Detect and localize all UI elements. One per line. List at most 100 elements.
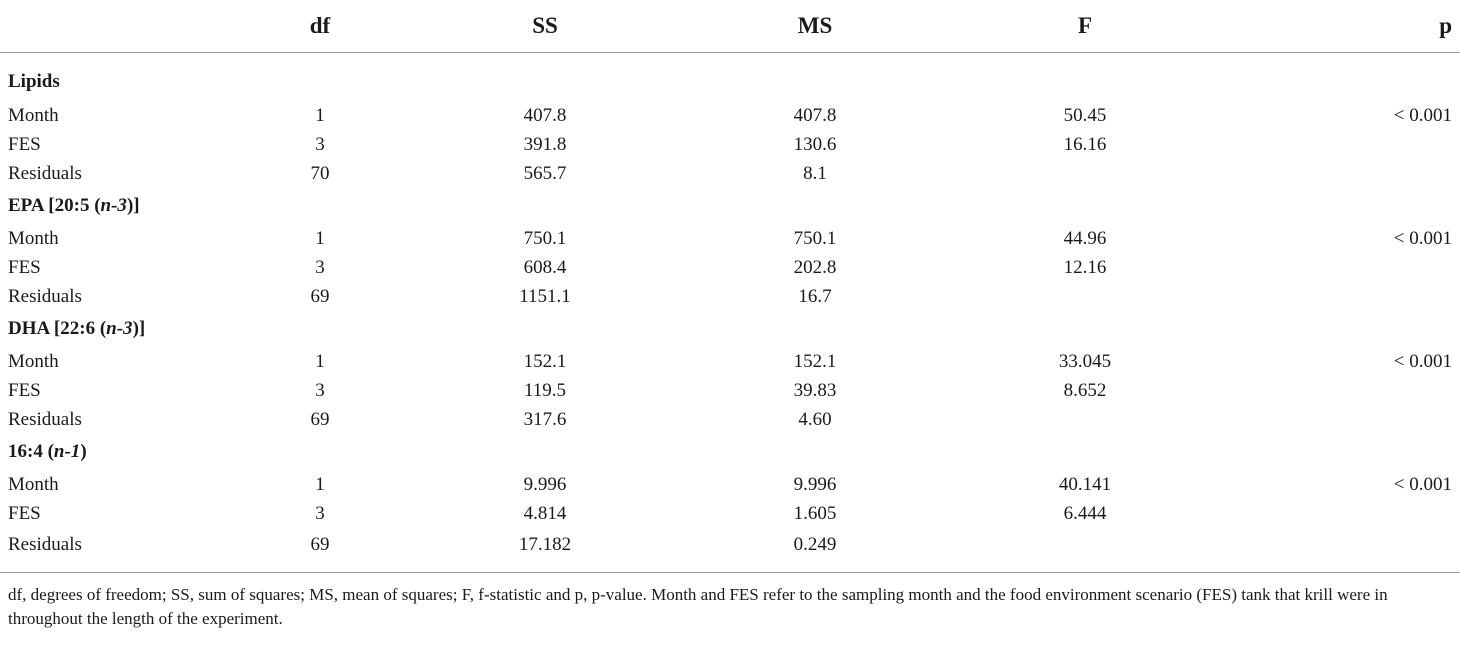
- cell-df: 1: [315, 227, 325, 249]
- cell-ms: 1.605: [793, 502, 837, 524]
- cell-ms: 130.6: [793, 133, 837, 155]
- table-row: Month 1 407.8 407.8 50.45 < 0.001: [0, 101, 1460, 130]
- cell-p: [1220, 282, 1460, 311]
- table-row: FES 3 4.814 1.605 6.444: [0, 499, 1460, 528]
- group-title-part: DHA [22:6 (: [8, 318, 107, 339]
- group-title-part: 16:4 (: [8, 441, 54, 462]
- cell-ms: 16.7: [798, 285, 832, 307]
- group-title: EPA [20:5 (n-3)]: [0, 188, 1460, 224]
- table-row: Month 1 152.1 152.1 33.045 < 0.001: [0, 347, 1460, 376]
- table-footnote: df, degrees of freedom; SS, sum of squar…: [8, 585, 1388, 628]
- cell-f: 8.652: [1063, 379, 1107, 401]
- cell-p: [1220, 130, 1460, 159]
- cell-p: [1220, 405, 1460, 434]
- header-blank: [0, 0, 230, 53]
- cell-f: 33.045: [1058, 350, 1112, 372]
- cell-p: [1220, 528, 1460, 573]
- cell-f: [950, 528, 1220, 573]
- cell-ss: 17.182: [410, 528, 680, 573]
- group-title-part: n-3: [100, 195, 127, 216]
- cell-ss: 608.4: [523, 256, 567, 278]
- cell-ss: 565.7: [523, 162, 567, 184]
- table-row: Month 1 750.1 750.1 44.96 < 0.001: [0, 224, 1460, 253]
- cell-ms: 0.249: [680, 528, 950, 573]
- cell-df: 3: [315, 133, 325, 155]
- cell-df: 70: [310, 162, 330, 184]
- cell-df: 3: [315, 502, 325, 524]
- cell-f: 50.45: [1063, 104, 1107, 126]
- group-title-part: ): [80, 441, 87, 462]
- row-label: Residuals: [0, 528, 230, 573]
- group-header-row: DHA [22:6 (n-3)]: [0, 311, 1460, 347]
- cell-ms: 9.996: [793, 473, 837, 495]
- cell-p: [1220, 376, 1460, 405]
- cell-p: < 0.001: [1393, 350, 1452, 372]
- cell-p: [1220, 499, 1460, 528]
- group-title-part: n-3: [106, 318, 133, 339]
- cell-df: 1: [315, 473, 325, 495]
- table-row: Month 1 9.996 9.996 40.141 < 0.001: [0, 470, 1460, 499]
- row-label: Residuals: [8, 285, 82, 307]
- cell-p: < 0.001: [1393, 104, 1452, 126]
- group-header-row: 16:4 (n-1): [0, 434, 1460, 470]
- cell-f: 44.96: [1063, 227, 1107, 249]
- cell-f: 16.16: [1063, 133, 1107, 155]
- cell-f: [950, 405, 1220, 434]
- cell-ss: 407.8: [523, 104, 567, 126]
- cell-f: 6.444: [1063, 502, 1107, 524]
- row-label: FES: [8, 379, 41, 401]
- cell-ss: 119.5: [523, 379, 567, 401]
- row-label: Residuals: [8, 162, 82, 184]
- cell-p: [1220, 253, 1460, 282]
- cell-ss: 317.6: [523, 408, 567, 430]
- cell-ss: 391.8: [523, 133, 567, 155]
- table-row: Residuals 70 565.7 8.1: [0, 159, 1460, 188]
- row-label: Month: [8, 350, 59, 372]
- row-label: Month: [8, 227, 59, 249]
- table-row: Residuals 69 1151.1 16.7: [0, 282, 1460, 311]
- table-header: df SS MS F p: [0, 0, 1460, 53]
- row-label: FES: [8, 133, 41, 155]
- table-row: Residuals 69 317.6 4.60: [0, 405, 1460, 434]
- cell-p: < 0.001: [1393, 473, 1452, 495]
- group-title-part: Lipids: [8, 71, 60, 92]
- group-header-row: EPA [20:5 (n-3)]: [0, 188, 1460, 224]
- cell-df: 1: [315, 104, 325, 126]
- table-body: Lipids Month 1 407.8 407.8 50.45 < 0.001 FES 3 39…: [0, 53, 1460, 573]
- group-title-part: EPA [20:5 (: [8, 195, 101, 216]
- cell-f: 12.16: [1063, 256, 1107, 278]
- group-title: 16:4 (n-1): [0, 434, 1460, 470]
- anova-table-container: df SS MS F p Lipids Month 1 407.8 407.8 50.45…: [0, 0, 1460, 628]
- table-row: Residuals 69 17.182 0.249: [0, 528, 1460, 573]
- cell-df: 3: [315, 256, 325, 278]
- cell-ms: 39.83: [793, 379, 837, 401]
- cell-df: 1: [315, 350, 325, 372]
- cell-ss: 9.996: [523, 473, 567, 495]
- group-header-row: Lipids: [0, 53, 1460, 102]
- cell-ms: 407.8: [793, 104, 837, 126]
- cell-ms: 4.60: [798, 408, 832, 430]
- row-label: FES: [8, 502, 41, 524]
- cell-f: 40.141: [1058, 473, 1112, 495]
- cell-df: 3: [315, 379, 325, 401]
- group-title: Lipids: [0, 53, 1460, 102]
- cell-df: 69: [310, 285, 330, 307]
- row-label: Month: [8, 473, 59, 495]
- header-df: df: [230, 0, 410, 53]
- header-ss: SS: [410, 0, 680, 53]
- header-p: p: [1220, 0, 1460, 53]
- row-label: Month: [8, 104, 59, 126]
- anova-table: df SS MS F p Lipids Month 1 407.8 407.8 50.45…: [0, 0, 1460, 573]
- cell-f: [950, 282, 1220, 311]
- header-row: df SS MS F p: [0, 0, 1460, 53]
- table-row: FES 3 119.5 39.83 8.652: [0, 376, 1460, 405]
- cell-p: < 0.001: [1393, 227, 1452, 249]
- row-label: Residuals: [8, 408, 82, 430]
- group-title: DHA [22:6 (n-3)]: [0, 311, 1460, 347]
- cell-ms: 8.1: [803, 162, 827, 184]
- row-label: FES: [8, 256, 41, 278]
- cell-df: 69: [310, 408, 330, 430]
- cell-df: 69: [230, 528, 410, 573]
- cell-p: [1220, 159, 1460, 188]
- header-f: F: [950, 0, 1220, 53]
